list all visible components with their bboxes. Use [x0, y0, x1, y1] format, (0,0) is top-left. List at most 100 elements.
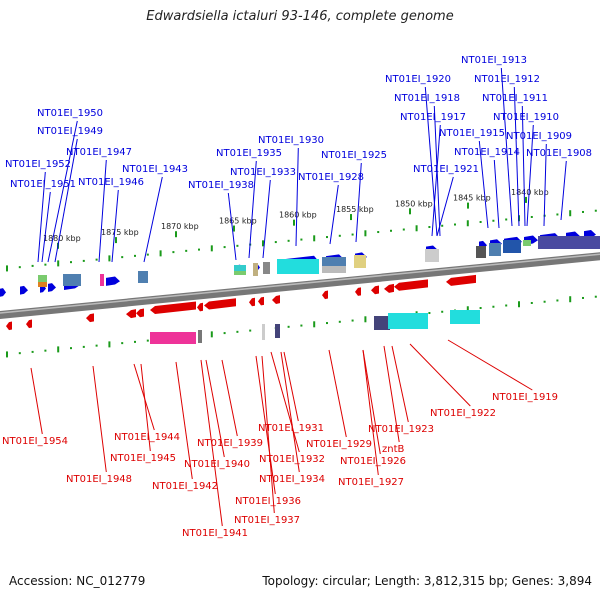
forward-gene-label: NT01EI_1935 — [216, 148, 282, 159]
reverse-tick — [530, 301, 533, 304]
reverse-label-leader — [391, 345, 409, 423]
reverse-gene-label: NT01EI_1937 — [234, 515, 300, 526]
forward-gene-label: NT01EI_1917 — [400, 112, 466, 123]
reverse-tick — [223, 332, 226, 335]
forward-label-leader — [47, 120, 78, 263]
forward-tick — [31, 264, 34, 267]
reverse-feature-block — [374, 316, 390, 330]
forward-feature-block — [234, 271, 246, 275]
forward-label-leader — [521, 105, 526, 227]
reverse-tick — [313, 321, 316, 328]
reverse-feature-block — [450, 310, 480, 324]
kbp-label: 1840 kbp — [511, 188, 549, 197]
reverse-gene-arrow — [355, 287, 361, 296]
forward-label-leader — [560, 160, 567, 221]
reverse-gene-arrow — [6, 321, 12, 331]
reverse-tick — [466, 306, 469, 313]
reverse-tick — [479, 306, 482, 309]
forward-gene-label: NT01EI_1911 — [482, 93, 548, 104]
reverse-gene-label: NT01EI_1927 — [338, 477, 404, 488]
forward-tick — [569, 210, 572, 217]
kbp-tick — [233, 225, 235, 232]
reverse-gene-arrow — [26, 319, 32, 329]
forward-gene-label: NT01EI_1943 — [122, 164, 188, 175]
reverse-tick — [287, 325, 290, 328]
kbp-label: 1850 kbp — [395, 199, 433, 208]
kbp-tick — [525, 196, 527, 203]
reverse-tick — [18, 352, 21, 355]
forward-tick — [479, 220, 482, 223]
forward-tick — [505, 218, 508, 221]
forward-gene-label: NT01EI_1951 — [10, 179, 76, 190]
reverse-gene-label: NT01EI_1922 — [430, 408, 496, 419]
reverse-gene-label: NT01EI_1934 — [259, 474, 325, 485]
reverse-gene-label: NT01EI_1939 — [197, 438, 263, 449]
reverse-gene-arrow — [371, 285, 379, 295]
forward-feature-block — [38, 275, 47, 283]
forward-feature-block — [476, 246, 486, 258]
reverse-gene-arrow — [126, 309, 136, 319]
reverse-tick — [146, 339, 149, 342]
forward-tick — [338, 234, 341, 237]
reverse-gene-label: NT01EI_1948 — [66, 474, 132, 485]
reverse-label-leader — [92, 365, 107, 473]
reverse-feature-block — [275, 324, 280, 338]
forward-gene-label: NT01EI_1925 — [321, 150, 387, 161]
forward-gene-label: NT01EI_1946 — [78, 177, 144, 188]
reverse-tick — [428, 312, 431, 315]
reverse-gene-arrow — [322, 290, 328, 300]
reverse-gene-arrow — [150, 301, 196, 315]
reverse-tick — [556, 299, 559, 302]
forward-tick — [198, 248, 200, 251]
kbp-label: 1860 kbp — [279, 211, 317, 220]
reverse-gene-label: NT01EI_1926 — [340, 456, 406, 467]
forward-gene-label: NT01EI_1949 — [37, 126, 103, 137]
forward-gene-label: NT01EI_1920 — [385, 74, 451, 85]
forward-tick — [95, 258, 98, 261]
forward-tick — [172, 251, 175, 254]
forward-gene-arrow — [106, 276, 120, 286]
forward-label-leader — [37, 171, 46, 263]
kbp-label: 1865 kbp — [219, 217, 257, 226]
reverse-tick — [518, 301, 520, 308]
forward-tick — [70, 261, 72, 264]
forward-label-leader — [262, 179, 271, 259]
forward-tick — [415, 225, 418, 232]
reverse-gene-arrow — [384, 283, 394, 293]
reverse-tick — [543, 300, 546, 303]
forward-feature-block — [253, 263, 258, 276]
forward-tick — [530, 215, 533, 218]
forward-tick — [6, 265, 8, 272]
reverse-tick — [108, 341, 111, 348]
reverse-tick — [6, 351, 8, 358]
reverse-gene-label: NT01EI_1932 — [259, 454, 325, 465]
forward-label-leader — [500, 67, 513, 227]
forward-tick — [108, 255, 111, 262]
reverse-tick — [300, 324, 303, 327]
forward-label-leader — [329, 184, 339, 245]
forward-feature-block — [354, 255, 366, 268]
forward-label-leader — [295, 147, 299, 247]
forward-tick — [121, 256, 124, 259]
reverse-tick — [121, 342, 124, 345]
forward-tick — [582, 210, 584, 213]
reverse-tick — [351, 319, 354, 322]
reverse-gene-label: NT01EI_1936 — [235, 496, 301, 507]
forward-gene-label: NT01EI_1938 — [188, 180, 254, 191]
forward-gene-label: NT01EI_1933 — [230, 167, 296, 178]
forward-tick — [351, 233, 354, 236]
forward-label-leader — [248, 160, 257, 259]
reverse-tick — [594, 295, 597, 298]
reverse-tick — [31, 350, 34, 353]
forward-tick — [441, 224, 444, 227]
reverse-gene-label: NT01EI_1944 — [114, 432, 180, 443]
forward-gene-label: NT01EI_1930 — [258, 135, 324, 146]
reverse-gene-label: NT01EI_1945 — [110, 453, 176, 464]
forward-tick — [594, 209, 597, 212]
forward-tick — [82, 259, 85, 262]
forward-tick — [134, 254, 136, 257]
reverse-label-leader — [362, 349, 381, 455]
reverse-tick — [505, 304, 508, 307]
forward-gene-label: NT01EI_1952 — [5, 159, 71, 170]
reverse-tick — [44, 349, 47, 352]
